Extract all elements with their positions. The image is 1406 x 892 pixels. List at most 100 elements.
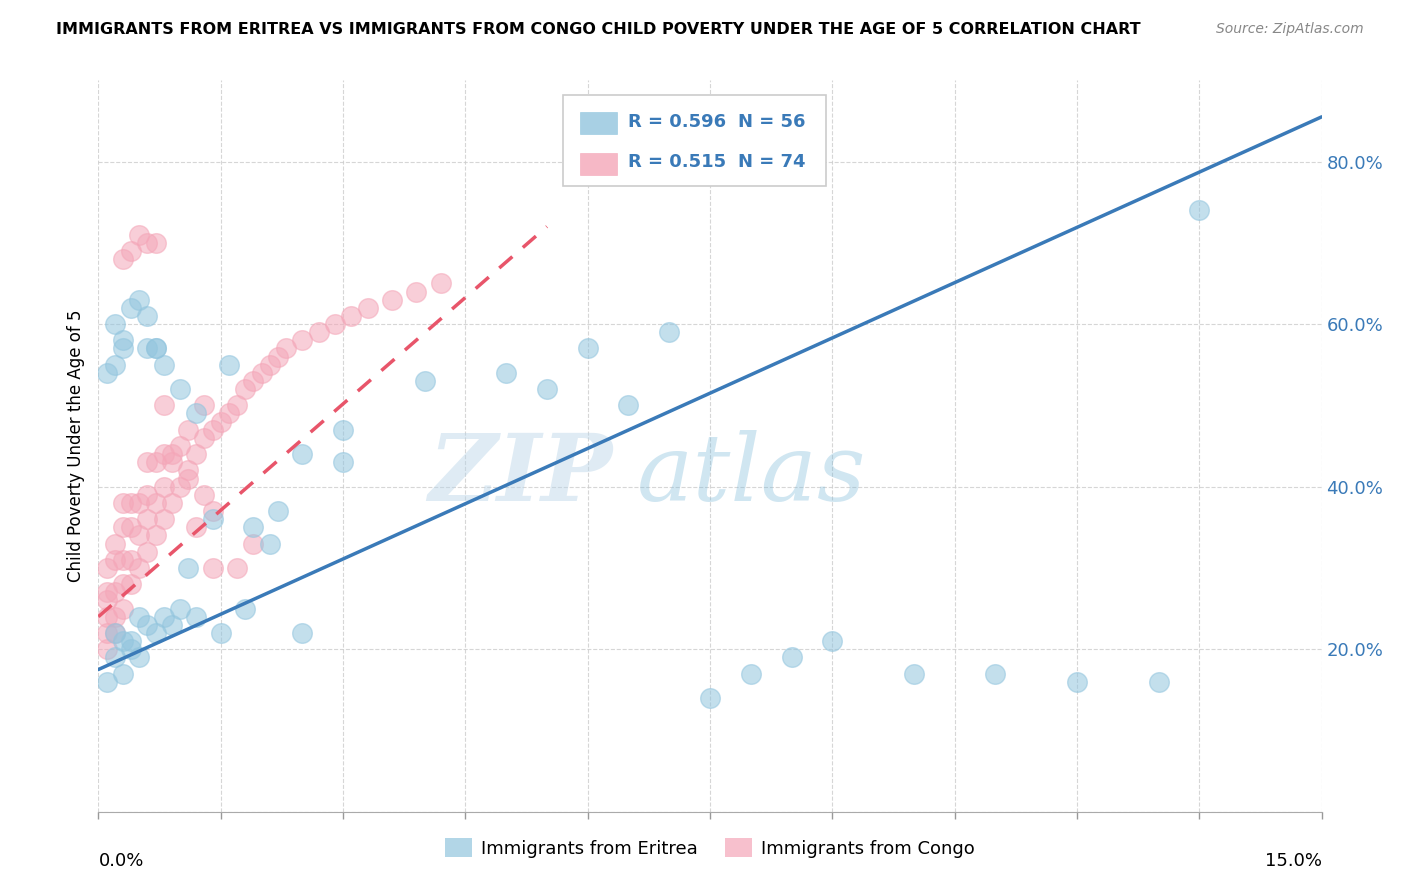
Point xyxy=(1066,674,1088,689)
Point xyxy=(291,334,314,348)
Point xyxy=(152,512,174,526)
Point xyxy=(152,358,174,372)
Point xyxy=(136,488,159,502)
Point xyxy=(201,504,224,518)
Point xyxy=(242,374,264,388)
Point xyxy=(145,626,167,640)
Point xyxy=(218,407,240,421)
Point xyxy=(177,561,200,575)
Point xyxy=(430,277,453,291)
Point xyxy=(96,593,118,607)
Point xyxy=(780,650,803,665)
Point xyxy=(259,358,281,372)
Point xyxy=(136,512,159,526)
Point xyxy=(96,642,118,657)
Point xyxy=(169,439,191,453)
Point xyxy=(984,666,1007,681)
Point xyxy=(233,601,256,615)
Point xyxy=(152,398,174,412)
Point xyxy=(186,407,208,421)
Point xyxy=(169,480,191,494)
Point xyxy=(111,334,134,348)
Point xyxy=(111,666,134,681)
Point xyxy=(128,561,150,575)
Point xyxy=(201,512,224,526)
Point xyxy=(104,585,127,599)
Point xyxy=(136,235,159,250)
Point xyxy=(96,366,118,380)
Point xyxy=(96,585,118,599)
Point xyxy=(1147,674,1170,689)
Point xyxy=(120,642,142,657)
Point xyxy=(169,382,191,396)
Point xyxy=(160,617,183,632)
Point xyxy=(111,601,134,615)
Point xyxy=(658,325,681,339)
Point xyxy=(120,634,142,648)
Point xyxy=(201,423,224,437)
Point xyxy=(136,309,159,323)
Point xyxy=(111,342,134,356)
Point xyxy=(145,342,167,356)
Point xyxy=(233,382,256,396)
Text: N = 56: N = 56 xyxy=(738,113,806,131)
Point xyxy=(740,666,762,681)
Point xyxy=(104,626,127,640)
Point xyxy=(128,293,150,307)
Point xyxy=(699,690,721,705)
Point xyxy=(267,350,290,364)
Point xyxy=(120,244,142,258)
Text: Source: ZipAtlas.com: Source: ZipAtlas.com xyxy=(1216,22,1364,37)
Point xyxy=(111,496,134,510)
Point xyxy=(152,480,174,494)
Point xyxy=(96,626,118,640)
Point xyxy=(104,609,127,624)
Point xyxy=(177,423,200,437)
Point xyxy=(136,617,159,632)
FancyBboxPatch shape xyxy=(581,112,617,135)
Text: R = 0.596: R = 0.596 xyxy=(628,113,727,131)
Point xyxy=(291,626,314,640)
Text: 15.0%: 15.0% xyxy=(1264,852,1322,870)
Point xyxy=(576,342,599,356)
Point xyxy=(381,293,404,307)
Text: IMMIGRANTS FROM ERITREA VS IMMIGRANTS FROM CONGO CHILD POVERTY UNDER THE AGE OF : IMMIGRANTS FROM ERITREA VS IMMIGRANTS FR… xyxy=(56,22,1140,37)
Point xyxy=(218,358,240,372)
Point xyxy=(274,342,297,356)
Point xyxy=(323,317,346,331)
Point xyxy=(332,423,354,437)
Point xyxy=(104,650,127,665)
Point xyxy=(136,342,159,356)
Point xyxy=(332,455,354,469)
Point xyxy=(128,609,150,624)
Point xyxy=(104,536,127,550)
Point xyxy=(209,415,232,429)
Point xyxy=(111,553,134,567)
Point xyxy=(111,577,134,591)
Point xyxy=(104,317,127,331)
Point xyxy=(201,561,224,575)
Point xyxy=(104,358,127,372)
Point xyxy=(291,447,314,461)
Point xyxy=(136,544,159,558)
Point xyxy=(495,366,517,380)
Point xyxy=(186,447,208,461)
Point xyxy=(413,374,436,388)
Point xyxy=(186,609,208,624)
Point xyxy=(821,634,844,648)
Point xyxy=(145,235,167,250)
Point xyxy=(242,520,264,534)
Legend: Immigrants from Eritrea, Immigrants from Congo: Immigrants from Eritrea, Immigrants from… xyxy=(437,831,983,865)
Point xyxy=(169,601,191,615)
Point xyxy=(193,398,215,412)
Point xyxy=(259,536,281,550)
Point xyxy=(160,455,183,469)
Point xyxy=(104,626,127,640)
Point xyxy=(145,496,167,510)
Point xyxy=(617,398,640,412)
Point xyxy=(209,626,232,640)
Point xyxy=(120,577,142,591)
FancyBboxPatch shape xyxy=(564,95,827,186)
Point xyxy=(160,496,183,510)
Point xyxy=(111,634,134,648)
